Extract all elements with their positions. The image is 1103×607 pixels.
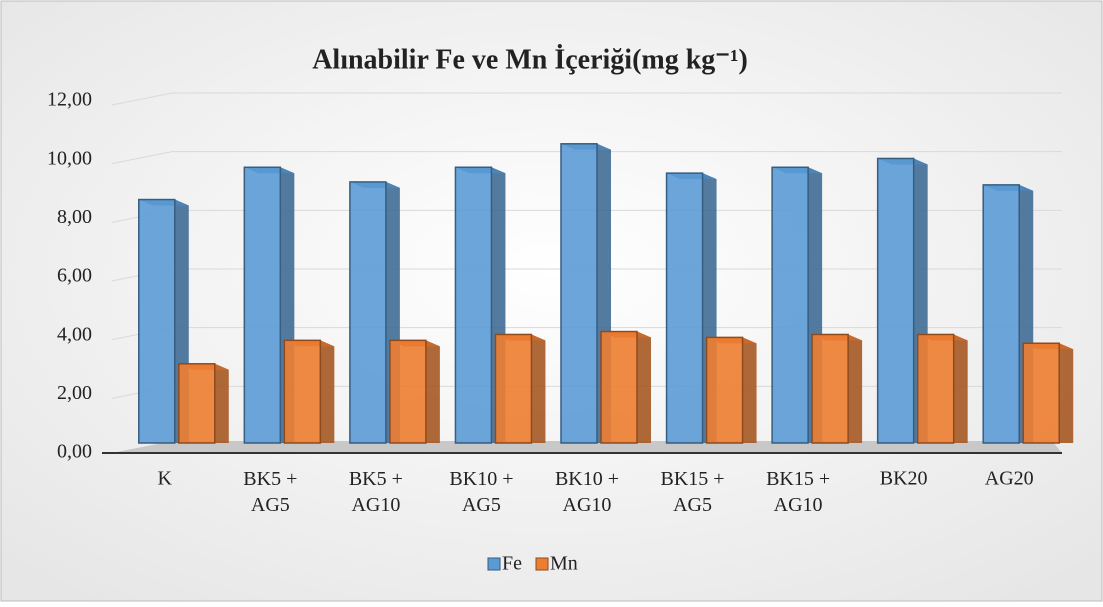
bar-side	[1059, 343, 1074, 443]
bar-front	[178, 363, 216, 444]
bar	[283, 339, 335, 444]
bar-side	[214, 363, 229, 443]
legend-swatch	[487, 557, 501, 571]
bar-front	[1022, 342, 1060, 444]
x-tick-label-line: BK15 +	[766, 468, 830, 490]
bar-front	[138, 198, 176, 444]
x-tick-label: BK15 + AG5	[661, 468, 725, 516]
grid-line	[111, 92, 1062, 106]
floor	[112, 441, 1062, 453]
y-tick-label: 8,00	[57, 206, 92, 228]
x-tick-label: BK20	[880, 468, 928, 490]
bar	[1022, 342, 1074, 444]
bar-front	[389, 339, 427, 444]
bar-side	[320, 340, 335, 443]
y-tick-label: 10,00	[47, 147, 92, 169]
legend-swatch	[535, 557, 549, 571]
bar	[494, 333, 546, 444]
bar	[876, 157, 928, 444]
x-tick-label-line: AG10	[351, 494, 400, 516]
legend-label: Fe	[502, 553, 522, 575]
bar-side	[848, 334, 863, 443]
x-tick-label-line: BK10 +	[449, 468, 513, 490]
bar-front	[600, 330, 638, 444]
bar-front	[454, 166, 493, 444]
bar-front	[876, 157, 915, 444]
x-tick-label-line: BK15 +	[661, 468, 725, 490]
x-tick-label-line: AG5	[673, 494, 712, 516]
bar-front	[283, 339, 322, 444]
bar-front	[243, 166, 282, 444]
bar	[389, 339, 440, 444]
bar	[811, 333, 863, 444]
x-tick-label-line: BK5 +	[243, 468, 297, 490]
x-tick-label-line: BK10 +	[555, 468, 619, 490]
bar-side	[953, 334, 968, 443]
bar-front	[665, 172, 704, 444]
bar	[600, 330, 651, 444]
bar-front	[916, 333, 955, 444]
bar-front	[494, 333, 533, 444]
bar-side	[425, 340, 440, 443]
x-tick-label: K	[158, 468, 173, 490]
bar-side	[742, 337, 757, 443]
x-tick-label: BK10 + AG10	[555, 468, 619, 516]
bar-front	[811, 333, 849, 444]
y-tick-label: 0,00	[57, 441, 92, 463]
x-tick-label: AG20	[985, 468, 1034, 490]
bar	[705, 336, 757, 444]
x-tick-label: BK15 + AG10	[766, 468, 830, 516]
x-tick-label-line: AG10	[774, 494, 823, 516]
y-tick-label: 6,00	[57, 265, 92, 287]
bar	[178, 363, 229, 444]
y-tick-label: 2,00	[57, 382, 92, 404]
y-tick-label: 12,00	[47, 89, 92, 111]
bar-side	[531, 334, 546, 443]
legend-label: Mn	[550, 553, 578, 575]
x-tick-label-line: BK5 +	[349, 468, 403, 490]
bar	[916, 333, 968, 444]
y-tick-label: 4,00	[57, 323, 92, 345]
bar-front	[349, 181, 387, 444]
x-tick-label-line: AG5	[251, 494, 290, 516]
bar-side	[637, 331, 651, 443]
x-tick-label-line: AG10	[563, 494, 612, 516]
bar-front	[705, 336, 744, 444]
bar-front	[560, 143, 598, 444]
x-tick-label-line: AG5	[462, 494, 501, 516]
grid-line	[111, 151, 1062, 165]
x-tick-label: BK10 + AG5	[449, 468, 513, 516]
bar-front	[771, 166, 809, 444]
bar-front	[982, 184, 1020, 444]
x-tick-label: BK5 + AG10	[349, 468, 403, 516]
chart-title: Alınabilir Fe ve Mn İçeriği(mg kg⁻¹)	[312, 44, 748, 75]
x-tick-label: BK5 + AG5	[243, 468, 297, 516]
